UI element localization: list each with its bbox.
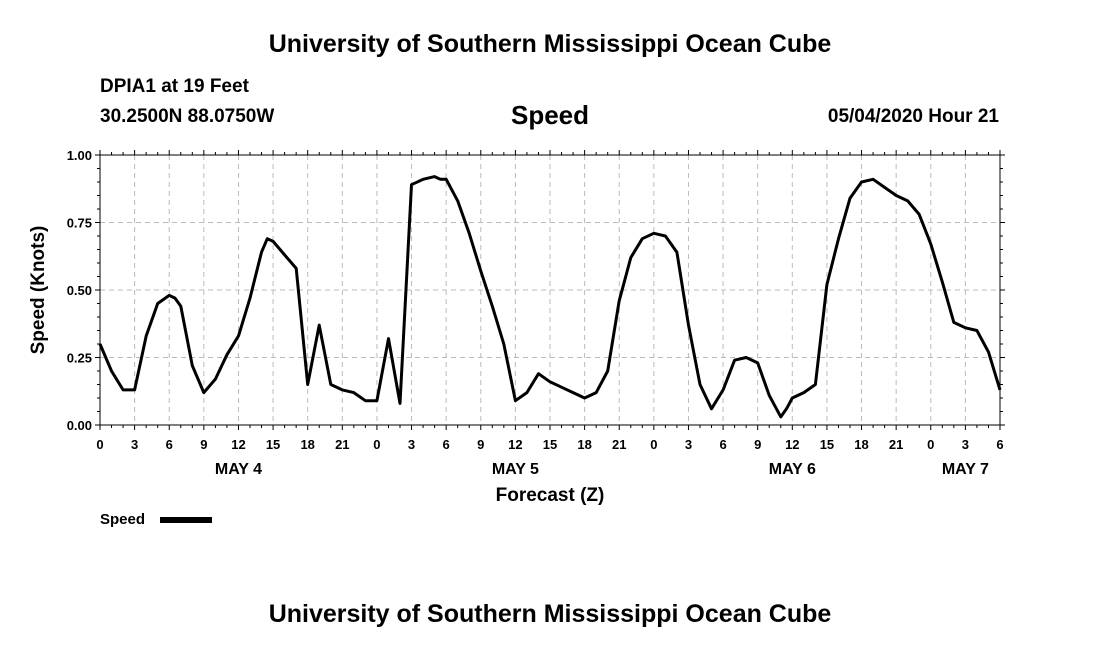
x-tick-label: 6 — [443, 437, 450, 452]
x-axis-title: Forecast (Z) — [496, 485, 605, 506]
y-tick-label: 1.00 — [67, 148, 92, 163]
x-tick-label: 6 — [996, 437, 1003, 452]
x-tick-label: 21 — [335, 437, 349, 452]
x-tick-label: 18 — [577, 437, 591, 452]
x-tick-label: 12 — [785, 437, 799, 452]
coordinates-label: 30.2500N 88.0750W — [100, 106, 275, 127]
x-tick-label: 3 — [131, 437, 138, 452]
x-tick-label: 12 — [508, 437, 522, 452]
y-tick-label: 0.00 — [67, 418, 92, 433]
y-axis-title: Speed (Knots) — [28, 226, 49, 355]
series-line-speed — [98, 175, 1002, 419]
day-label: MAY 7 — [942, 461, 989, 478]
x-tick-label: 6 — [166, 437, 173, 452]
x-tick-label: 15 — [543, 437, 557, 452]
x-tick-label: 3 — [962, 437, 969, 452]
grid — [100, 155, 1000, 425]
y-tick-label: 0.75 — [67, 216, 92, 231]
x-tick-label: 9 — [754, 437, 761, 452]
footer-title: University of Southern Mississippi Ocean… — [268, 600, 832, 628]
day-label: MAY 5 — [492, 461, 539, 478]
y-tick-label: 0.50 — [67, 283, 92, 298]
x-tick-label: 15 — [266, 437, 280, 452]
x-tick-label: 6 — [719, 437, 726, 452]
x-tick-label: 18 — [854, 437, 868, 452]
x-tick-label: 0 — [96, 437, 103, 452]
y-tick-label: 0.25 — [67, 351, 92, 366]
y-axis: 0.00 0.25 0.50 0.75 1.00 — [67, 148, 1005, 433]
x-tick-label: 9 — [477, 437, 484, 452]
day-label: MAY 6 — [769, 461, 816, 478]
chart-subtitle: Speed — [510, 100, 590, 130]
x-tick-label: 9 — [200, 437, 207, 452]
legend-label-speed: Speed — [100, 511, 145, 528]
day-labels: MAY 4 MAY 5 MAY 6 MAY 7 — [215, 461, 989, 478]
x-tick-label: 15 — [820, 437, 834, 452]
x-tick-label: 21 — [612, 437, 626, 452]
x-tick-label: 0 — [373, 437, 380, 452]
chart-main-title: University of Southern Mississippi Ocean… — [268, 30, 832, 58]
forecast-datetime: 05/04/2020 Hour 21 — [827, 106, 999, 127]
x-tick-label: 3 — [408, 437, 415, 452]
x-tick-label: 3 — [685, 437, 692, 452]
x-tick-label: 18 — [300, 437, 314, 452]
station-label: DPIA1 at 19 Feet — [100, 76, 249, 97]
day-label: MAY 4 — [215, 461, 262, 478]
x-tick-label: 0 — [927, 437, 934, 452]
x-tick-label: 21 — [889, 437, 903, 452]
x-tick-label: 12 — [231, 437, 245, 452]
x-axis: 0 3 6 9 12 15 18 21 0 3 6 9 12 15 18 21 0 3 6 9 12 15 18 21 0 3 6 — [96, 150, 1004, 452]
x-tick-label: 0 — [650, 437, 657, 452]
